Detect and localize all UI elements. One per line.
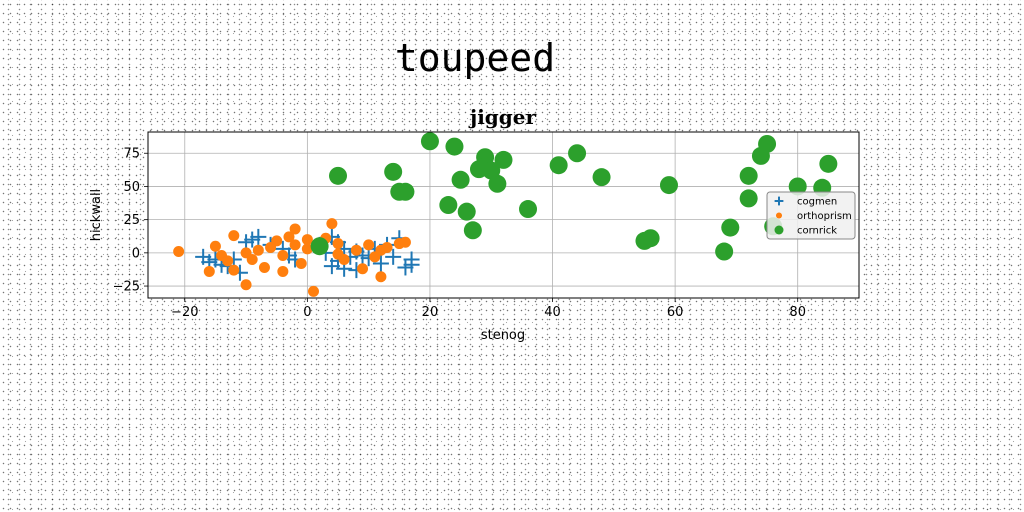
legend-label-cornrick: cornrick [797, 226, 837, 237]
orthoprism-point [332, 238, 344, 250]
y-tick-label: 0 [132, 246, 140, 261]
orthoprism-point [375, 271, 387, 283]
orthoprism-point [289, 223, 301, 235]
orthoprism-point [203, 265, 215, 277]
x-tick-label: 20 [422, 305, 439, 320]
points-layer [173, 132, 838, 297]
cornrick-point [739, 166, 758, 185]
cogmen-point [250, 228, 267, 245]
cornrick-point [445, 137, 464, 156]
cornrick-point [659, 176, 678, 195]
cornrick-point [310, 237, 329, 256]
orthoprism-point [222, 255, 234, 267]
x-tick-label: 80 [789, 305, 806, 320]
orthoprism-point [173, 246, 185, 258]
orthoprism-point [307, 285, 319, 297]
cornrick-point [439, 196, 458, 215]
cornrick-point [788, 177, 807, 196]
orthoprism-point [289, 239, 301, 251]
orthoprism-point [277, 250, 289, 262]
orthoprism-point [350, 244, 362, 256]
cornrick-point [457, 202, 476, 221]
legend-label-cogmen: cogmen [797, 197, 837, 208]
cornrick-point [739, 189, 758, 208]
legend-marker-orthoprism [775, 212, 783, 219]
plot-frame [147, 131, 860, 299]
x-tick-label: 0 [303, 305, 311, 320]
cornrick-point [568, 144, 587, 163]
orthoprism-point [271, 235, 283, 247]
x-tick-label: 60 [667, 305, 684, 320]
series-cornrick [310, 132, 838, 261]
orthoprism-point [277, 265, 289, 277]
y-tick-label: 50 [123, 180, 140, 195]
orthoprism-point [399, 236, 411, 248]
orthoprism-point [363, 239, 375, 251]
orthoprism-point [357, 263, 369, 275]
cornrick-point [819, 154, 838, 173]
chart-title: jigger [468, 105, 537, 129]
orthoprism-point [240, 279, 252, 291]
cogmen-point [385, 248, 402, 265]
ticks-layer: −20 0 20 40 60 80 −25 0 25 50 75 [113, 147, 806, 320]
cornrick-point [519, 200, 538, 219]
figure-suptitle: toupeed [394, 36, 556, 80]
cornrick-point [463, 221, 482, 240]
cornrick-point [488, 174, 507, 193]
cornrick-point [494, 150, 513, 169]
orthoprism-point [301, 234, 313, 246]
legend-label-orthoprism: orthoprism [797, 211, 852, 222]
orthoprism-point [326, 218, 338, 230]
cornrick-point [329, 166, 348, 185]
cornrick-point [420, 132, 439, 151]
cogmen-point [372, 255, 389, 272]
cornrick-point [592, 168, 611, 187]
orthoprism-point [338, 253, 350, 265]
y-tick-label: 25 [123, 213, 140, 228]
legend-box [766, 191, 856, 240]
cornrick-point [758, 134, 777, 153]
legend-marker-cogmen [774, 196, 784, 206]
orthoprism-point [381, 242, 393, 254]
orthoprism-point [283, 231, 295, 243]
orthoprism-point [228, 230, 240, 242]
x-tick-label: 40 [544, 305, 561, 320]
y-tick-label: −25 [113, 280, 140, 295]
y-axis-label: hickwall [89, 189, 104, 241]
x-tick-label: −20 [171, 305, 198, 320]
y-tick-label: 75 [123, 147, 140, 162]
cornrick-point [641, 229, 660, 248]
cornrick-point [549, 156, 568, 175]
orthoprism-point [228, 264, 240, 276]
cornrick-point [384, 162, 403, 181]
orthoprism-point [246, 253, 258, 265]
orthoprism-point [252, 244, 264, 256]
series-orthoprism [173, 218, 411, 297]
orthoprism-point [301, 243, 313, 255]
orthoprism-point [295, 257, 307, 269]
legend: cogmen orthoprism cornrick [766, 191, 856, 240]
cornrick-point [396, 182, 415, 201]
cornrick-point [715, 242, 734, 261]
cogmen-point [403, 256, 420, 273]
cornrick-point [721, 218, 740, 237]
cornrick-point [451, 170, 470, 189]
orthoprism-point [209, 240, 221, 252]
legend-marker-cornrick [774, 225, 784, 235]
orthoprism-point [258, 261, 270, 273]
x-axis-label: stenog [481, 328, 525, 343]
